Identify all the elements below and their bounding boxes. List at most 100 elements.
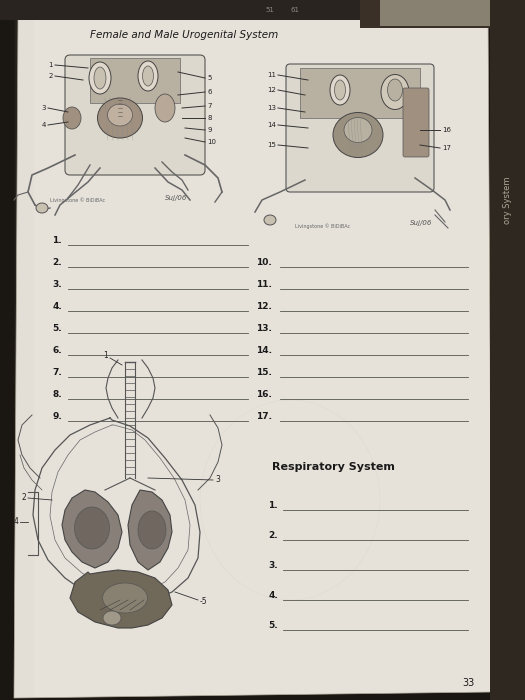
- Text: 8: 8: [207, 115, 212, 121]
- Ellipse shape: [138, 61, 158, 91]
- Ellipse shape: [387, 79, 403, 101]
- Bar: [27, 18, 30, 698]
- Bar: [90, 58, 180, 103]
- Text: 3.: 3.: [52, 280, 62, 289]
- Text: 9: 9: [207, 127, 212, 133]
- Text: 6.: 6.: [52, 346, 62, 355]
- Text: 4: 4: [41, 122, 46, 128]
- Text: 16: 16: [442, 127, 451, 133]
- Ellipse shape: [108, 104, 132, 126]
- Text: 2.: 2.: [268, 531, 278, 540]
- Text: 7: 7: [207, 103, 212, 109]
- Bar: [30, 18, 33, 698]
- Text: 17.: 17.: [256, 412, 272, 421]
- Text: Livingstone © BiDiBAc: Livingstone © BiDiBAc: [50, 197, 105, 203]
- Text: Suj/06: Suj/06: [165, 195, 187, 201]
- Text: 6: 6: [207, 89, 212, 95]
- Ellipse shape: [75, 507, 110, 549]
- Text: 12: 12: [267, 87, 276, 93]
- Text: 10: 10: [207, 139, 216, 145]
- Text: ory System: ory System: [502, 176, 511, 224]
- Bar: [22, 18, 25, 698]
- Ellipse shape: [381, 74, 409, 109]
- Bar: [380, 0, 490, 26]
- Text: 14.: 14.: [256, 346, 272, 355]
- Text: 1.: 1.: [268, 501, 278, 510]
- Bar: [300, 68, 420, 118]
- Bar: [0, 0, 525, 20]
- Bar: [29, 18, 32, 698]
- Bar: [16, 18, 19, 698]
- Polygon shape: [128, 490, 172, 570]
- Ellipse shape: [36, 203, 48, 213]
- Bar: [33, 18, 36, 698]
- Ellipse shape: [94, 67, 106, 89]
- Bar: [25, 18, 28, 698]
- Bar: [490, 0, 525, 700]
- Bar: [26, 18, 29, 698]
- Text: 2: 2: [21, 494, 26, 503]
- Bar: [17, 18, 20, 698]
- Text: 2.: 2.: [52, 258, 62, 267]
- Ellipse shape: [102, 583, 148, 613]
- Bar: [21, 18, 24, 698]
- Text: Livingstone © BiDiBAc: Livingstone © BiDiBAc: [295, 223, 350, 229]
- Polygon shape: [70, 570, 172, 628]
- Text: 33: 33: [462, 678, 474, 688]
- Text: 13: 13: [267, 105, 276, 111]
- Text: 3: 3: [41, 105, 46, 111]
- Bar: [23, 18, 26, 698]
- Text: 7.: 7.: [52, 368, 62, 377]
- Text: 9.: 9.: [52, 412, 62, 421]
- Text: 3: 3: [215, 475, 220, 484]
- Text: 51: 51: [266, 7, 275, 13]
- Text: 5.: 5.: [268, 621, 278, 630]
- Bar: [20, 18, 23, 698]
- Bar: [360, 0, 490, 28]
- Text: 4.: 4.: [52, 302, 62, 311]
- Ellipse shape: [98, 98, 142, 138]
- Text: 61: 61: [290, 7, 299, 13]
- Bar: [19, 18, 22, 698]
- Text: 12.: 12.: [256, 302, 272, 311]
- FancyBboxPatch shape: [286, 64, 434, 192]
- Text: 14: 14: [267, 122, 276, 128]
- Bar: [24, 18, 27, 698]
- FancyBboxPatch shape: [403, 88, 429, 157]
- Ellipse shape: [142, 66, 153, 86]
- Text: 10.: 10.: [256, 258, 272, 267]
- Bar: [14, 18, 17, 698]
- FancyBboxPatch shape: [65, 55, 205, 175]
- Text: 8.: 8.: [52, 390, 62, 399]
- Text: Suj/06: Suj/06: [410, 220, 433, 226]
- Text: Female and Male Urogenital System: Female and Male Urogenital System: [90, 30, 278, 40]
- Text: 4.: 4.: [268, 591, 278, 600]
- Text: 1.: 1.: [52, 236, 62, 245]
- Text: 5: 5: [207, 75, 212, 81]
- Ellipse shape: [330, 75, 350, 105]
- Ellipse shape: [63, 107, 81, 129]
- Bar: [15, 18, 18, 698]
- Polygon shape: [62, 490, 122, 568]
- Text: 3.: 3.: [268, 561, 278, 570]
- Bar: [32, 18, 35, 698]
- Text: 17: 17: [442, 145, 451, 151]
- Text: 4: 4: [13, 517, 18, 526]
- Text: 16.: 16.: [256, 390, 272, 399]
- Polygon shape: [14, 10, 492, 698]
- Text: 11.: 11.: [256, 280, 272, 289]
- Text: 5.: 5.: [52, 324, 62, 333]
- Bar: [18, 18, 21, 698]
- Ellipse shape: [264, 215, 276, 225]
- Text: 2: 2: [49, 73, 53, 79]
- Ellipse shape: [155, 94, 175, 122]
- Ellipse shape: [333, 113, 383, 158]
- Text: 15: 15: [267, 142, 276, 148]
- Text: 13.: 13.: [256, 324, 272, 333]
- Ellipse shape: [334, 80, 345, 100]
- Ellipse shape: [138, 511, 166, 549]
- Text: 1: 1: [48, 62, 53, 68]
- Ellipse shape: [344, 118, 372, 143]
- Text: -5: -5: [200, 598, 207, 606]
- Text: 15.: 15.: [256, 368, 272, 377]
